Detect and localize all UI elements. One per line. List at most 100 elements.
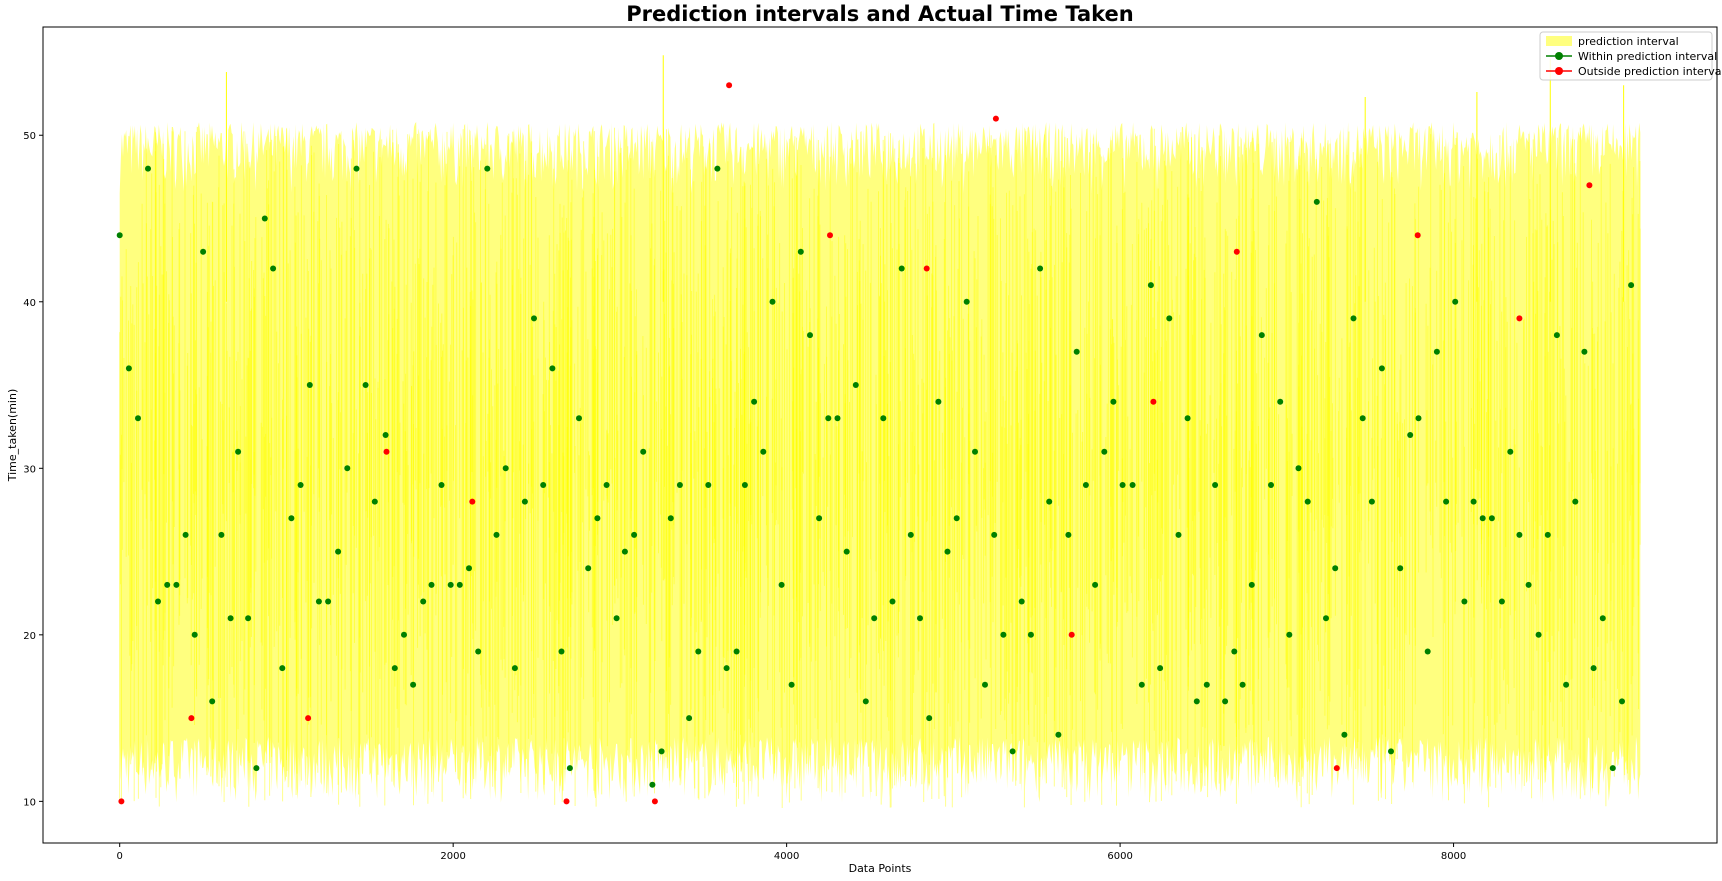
within-interval-point	[723, 665, 730, 672]
within-interval-point	[1388, 748, 1394, 755]
within-interval-point	[116, 232, 123, 239]
within-interval-point	[253, 765, 260, 772]
within-interval-point	[521, 498, 528, 505]
within-interval-point	[502, 465, 509, 472]
within-interval-point	[1590, 665, 1597, 672]
within-interval-point	[1110, 398, 1117, 405]
within-interval-point	[1295, 465, 1302, 472]
within-interval-point	[1248, 581, 1255, 588]
within-interval-points	[116, 165, 1635, 788]
within-interval-point	[1407, 432, 1414, 438]
within-interval-point	[382, 432, 389, 438]
within-interval-point	[1507, 448, 1514, 455]
outside-interval-point	[1516, 315, 1523, 322]
plot-frame	[42, 26, 1718, 844]
within-interval-point	[1222, 698, 1229, 705]
within-interval-point	[1065, 531, 1072, 538]
within-interval-point	[807, 332, 813, 339]
within-interval-point	[438, 482, 445, 488]
within-interval-point	[164, 581, 171, 588]
within-interval-point	[741, 482, 748, 488]
within-interval-point	[1544, 531, 1551, 538]
outside-interval-points	[118, 82, 1593, 805]
within-interval-point	[1350, 315, 1357, 322]
chart-title: Prediction intervals and Actual Time Tak…	[626, 2, 1133, 26]
within-interval-point	[475, 648, 482, 655]
within-interval-point	[1129, 482, 1136, 488]
within-interval-point	[1073, 348, 1080, 355]
within-interval-point	[686, 715, 693, 722]
within-interval-point	[1239, 681, 1246, 688]
within-interval-point	[926, 715, 933, 722]
within-interval-point	[1184, 415, 1191, 422]
within-interval-point	[917, 615, 923, 622]
within-interval-point	[1572, 498, 1579, 505]
legend: prediction interval Within prediction int…	[1539, 31, 1722, 81]
outside-interval-point	[992, 115, 999, 122]
within-interval-point	[1175, 531, 1182, 538]
within-interval-point	[549, 365, 556, 372]
within-interval-point	[125, 365, 132, 372]
within-interval-point	[344, 465, 351, 472]
x-tick-label: 0	[117, 851, 123, 862]
within-interval-point	[1619, 698, 1625, 705]
within-interval-point	[173, 581, 180, 588]
within-interval-point	[335, 548, 342, 555]
within-interval-point	[1525, 581, 1532, 588]
x-tick-label: 4000	[774, 851, 799, 862]
within-interval-point	[371, 498, 378, 505]
within-interval-point	[751, 398, 758, 405]
within-interval-point	[714, 165, 721, 172]
within-interval-point	[1461, 598, 1468, 605]
within-interval-point	[391, 665, 398, 672]
within-interval-point	[456, 581, 463, 588]
within-interval-point	[1581, 348, 1588, 355]
within-interval-point	[898, 265, 905, 272]
within-interval-point	[182, 531, 189, 538]
within-interval-point	[1452, 298, 1459, 305]
outside-interval-point	[1150, 398, 1157, 405]
x-tick-label: 8000	[1441, 851, 1466, 862]
within-interval-point	[1359, 415, 1366, 422]
within-interval-point	[1258, 332, 1265, 339]
legend-label: Within prediction interval	[1578, 50, 1717, 63]
y-tick-label: 20	[23, 631, 36, 642]
within-interval-point	[862, 698, 869, 705]
within-interval-point	[1516, 531, 1523, 538]
within-interval-point	[227, 615, 234, 622]
within-interval-point	[594, 515, 601, 522]
within-interval-point	[1443, 498, 1450, 505]
outside-interval-point	[188, 715, 195, 722]
within-interval-point	[191, 631, 198, 638]
outside-interval-point	[827, 232, 833, 239]
within-interval-point	[1268, 482, 1274, 488]
within-interval-point	[218, 531, 225, 538]
x-tick-label: 2000	[440, 851, 465, 862]
within-interval-point	[1082, 482, 1089, 488]
within-interval-point	[1119, 482, 1126, 488]
within-interval-point	[953, 515, 960, 522]
outside-interval-point	[1233, 248, 1240, 255]
within-interval-point	[658, 748, 665, 755]
within-interval-point	[362, 382, 369, 388]
within-interval-point	[466, 565, 472, 572]
within-interval-point	[935, 398, 942, 405]
y-tick-label: 10	[23, 797, 36, 808]
within-interval-point	[843, 548, 850, 555]
within-interval-point	[447, 581, 454, 588]
within-interval-point	[788, 681, 795, 688]
within-interval-point	[1203, 681, 1210, 688]
within-interval-point	[1470, 498, 1477, 505]
within-interval-point	[558, 648, 565, 655]
outside-interval-point	[383, 448, 390, 455]
within-interval-point	[493, 531, 500, 538]
within-interval-point	[155, 598, 161, 605]
within-interval-point	[576, 415, 582, 422]
within-interval-point	[353, 165, 360, 172]
outside-interval-point	[469, 498, 476, 505]
legend-swatch-marker	[1555, 67, 1563, 75]
within-interval-point	[631, 531, 638, 538]
within-interval-point	[1341, 731, 1348, 738]
within-interval-point	[1037, 265, 1044, 272]
within-interval-point	[778, 581, 785, 588]
